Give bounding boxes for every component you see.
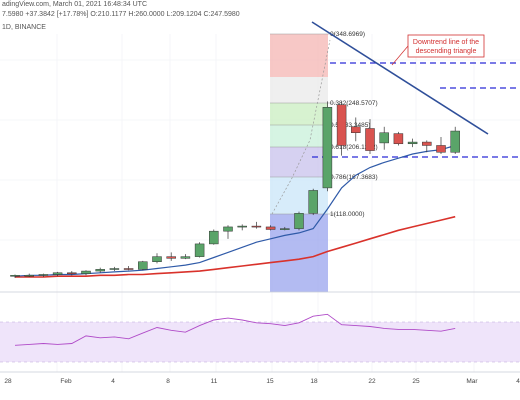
ema-fast-line [14, 144, 456, 277]
annotation-pointer [391, 45, 409, 66]
candle-body [109, 268, 120, 270]
candle-body [166, 256, 176, 259]
candle-body [38, 274, 49, 276]
x-axis: 28 Feb 4 8 11 15 18 22 25 Mar 4 [0, 371, 520, 385]
annotation-box: Downtrend line of the descending triangl… [391, 34, 485, 66]
fib-level-label: 0.382(248.5707) [330, 100, 378, 107]
support-resistance-lines [312, 62, 520, 158]
candle-body [379, 132, 389, 144]
x-tick-label: 8 [166, 378, 170, 385]
candle-body [393, 133, 404, 145]
candle-body [436, 145, 446, 153]
x-tick-label: 4 [111, 378, 115, 385]
x-tick-label: 22 [368, 378, 376, 385]
rsi-line [14, 313, 456, 346]
interval-label: 1D, BINANCE [2, 24, 46, 31]
rsi-pane [0, 291, 520, 363]
candle-body [10, 275, 20, 277]
downtrend-line [311, 21, 489, 135]
candle-body [265, 226, 276, 230]
fib-level-label: 0.5(233.3485) [330, 122, 370, 129]
candle-body [223, 226, 233, 232]
candle-body [123, 268, 134, 270]
chart-title: adingView.com, March 01, 2021 16:48:34 U… [2, 1, 147, 8]
candle-body [67, 272, 77, 275]
candle-body [308, 190, 318, 214]
candlesticks [10, 101, 460, 278]
downtrend-trendline [311, 21, 489, 135]
candle-body [152, 256, 162, 262]
moving-averages [14, 144, 456, 278]
x-tick-label: 25 [412, 378, 420, 385]
x-tick-label: 4 [516, 378, 520, 385]
annotation-line-1: Downtrend line of the [413, 39, 479, 46]
candle-body [336, 104, 347, 146]
ohlc-readout: 7.5980 +37.3842 [+17.78%] O:210.1177 H:2… [2, 11, 240, 18]
fib-zone [270, 125, 328, 147]
candle-body [95, 269, 105, 272]
fib-zone [270, 34, 328, 77]
candle-body [251, 225, 262, 228]
candle-body [81, 270, 91, 274]
candle-body [322, 107, 333, 189]
x-tick-label: 28 [4, 378, 12, 385]
annotation-line-2: descending triangle [416, 48, 477, 55]
candle-body [450, 130, 460, 153]
fib-level-label: 1(118.0000) [330, 211, 365, 218]
candle-body [24, 275, 34, 277]
candle-body [194, 243, 205, 257]
fib-zone [270, 177, 328, 214]
rsi-band [0, 322, 520, 362]
candle-body [52, 272, 63, 275]
candle-body [294, 213, 304, 229]
candle-body [209, 230, 219, 245]
x-tick-label: 11 [211, 378, 218, 385]
ema-slow-line [15, 215, 456, 278]
fib-zone [270, 77, 328, 103]
x-tick-label: 18 [310, 378, 318, 385]
x-tick-label: 15 [266, 378, 274, 385]
fib-anchor-line [271, 39, 331, 215]
fib-level-label: 0.618(206.1262) [330, 144, 378, 151]
candle-body [422, 141, 432, 146]
candle-body [180, 256, 191, 259]
candle-body [407, 141, 418, 145]
candle-body [351, 126, 361, 133]
fib-level-label: 0(348.6969) [330, 31, 365, 38]
candle-body [237, 225, 247, 228]
candle-body [365, 128, 375, 151]
candle-body [280, 228, 290, 230]
grid-lines [0, 34, 520, 372]
candle-body [138, 261, 148, 270]
x-tick-label: Feb [60, 378, 72, 385]
x-tick-label: Mar [466, 378, 478, 385]
fib-zone [270, 147, 328, 177]
fib-zone [270, 103, 328, 125]
